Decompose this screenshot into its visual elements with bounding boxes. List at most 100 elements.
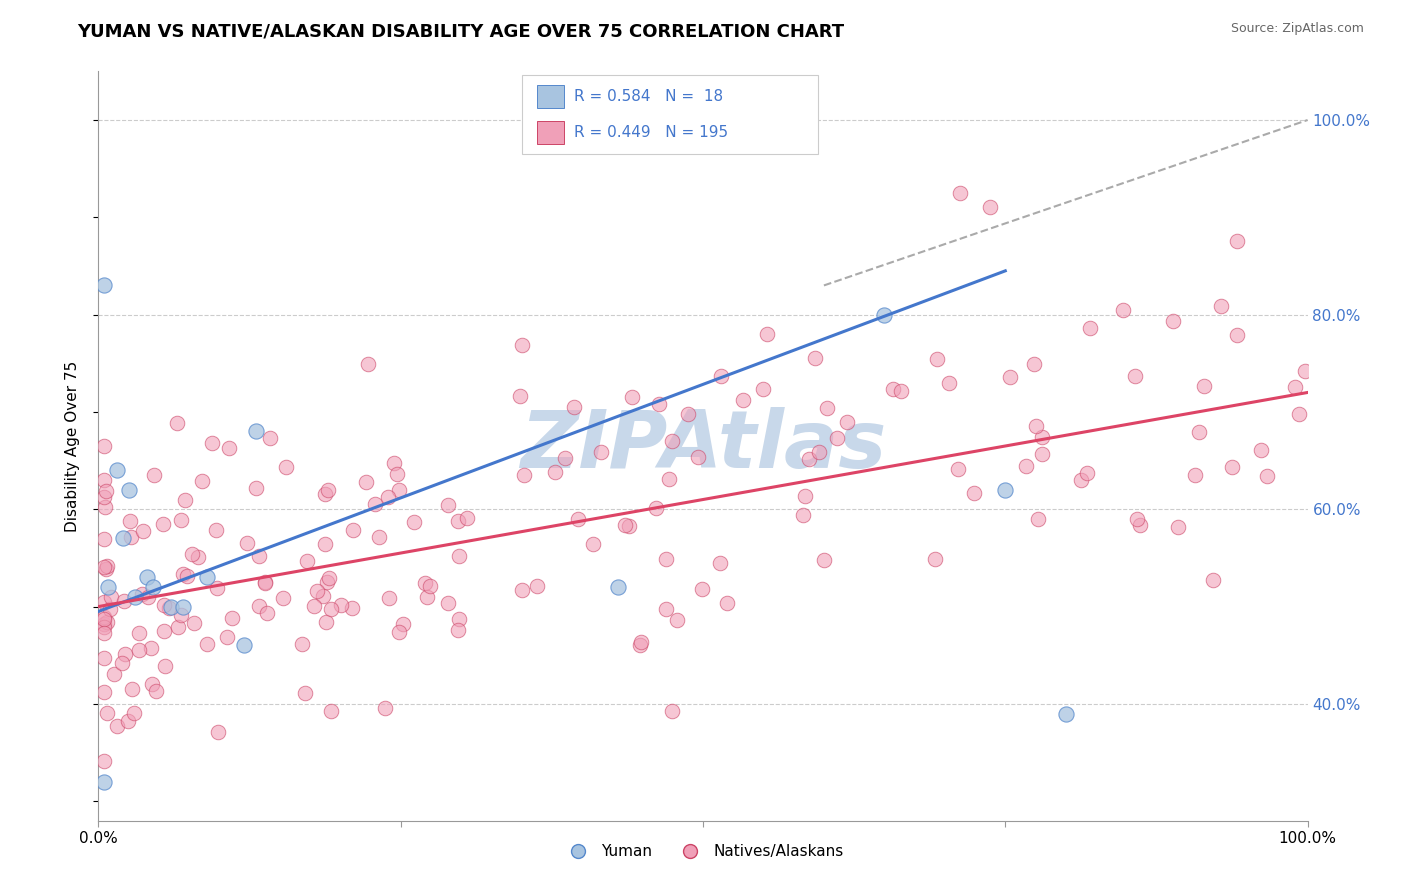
- Point: [105, 463, 128, 477]
- Point: [447, 549, 470, 563]
- Point: [118, 514, 141, 528]
- Point: [153, 658, 176, 673]
- Point: [808, 445, 831, 459]
- Point: [340, 601, 363, 615]
- Point: [316, 574, 339, 589]
- Point: [619, 519, 641, 533]
- Point: [447, 623, 470, 637]
- Point: [837, 415, 859, 429]
- Point: [124, 590, 146, 604]
- Point: [96, 615, 118, 629]
- Point: [274, 460, 297, 475]
- Point: [315, 615, 337, 629]
- Point: [93, 617, 115, 632]
- Point: [392, 616, 415, 631]
- Point: [160, 599, 183, 614]
- Point: [247, 549, 270, 563]
- Point: [183, 615, 205, 630]
- Point: [141, 641, 163, 656]
- Text: ZIPAtlas: ZIPAtlas: [520, 407, 886, 485]
- Point: [207, 725, 229, 739]
- Point: [509, 388, 531, 402]
- Point: [145, 684, 167, 698]
- Point: [882, 382, 904, 396]
- Point: [447, 514, 470, 528]
- Point: [567, 511, 589, 525]
- Point: [96, 559, 118, 574]
- Point: [245, 481, 267, 495]
- Point: [304, 599, 326, 613]
- Point: [1025, 418, 1047, 433]
- Point: [804, 351, 827, 365]
- Point: [318, 571, 340, 585]
- Point: [437, 498, 460, 512]
- Point: [562, 400, 585, 414]
- Point: [172, 567, 194, 582]
- Point: [799, 452, 821, 467]
- Point: [709, 556, 731, 570]
- Point: [195, 637, 218, 651]
- Point: [142, 468, 165, 483]
- Point: [93, 755, 115, 769]
- Point: [98, 601, 121, 615]
- Point: [97, 580, 120, 594]
- Point: [385, 467, 408, 482]
- Point: [93, 685, 115, 699]
- Point: [93, 278, 115, 293]
- Point: [311, 589, 333, 603]
- Point: [174, 492, 197, 507]
- Point: [93, 612, 115, 626]
- Point: [271, 591, 294, 605]
- Point: [96, 484, 118, 499]
- Point: [1284, 380, 1306, 394]
- Point: [1112, 303, 1135, 318]
- Point: [949, 186, 972, 201]
- Point: [792, 508, 814, 523]
- Point: [630, 634, 652, 648]
- Point: [152, 624, 174, 639]
- Point: [1202, 573, 1225, 587]
- Point: [122, 706, 145, 721]
- Point: [297, 553, 319, 567]
- Point: [93, 620, 115, 634]
- Point: [1076, 466, 1098, 480]
- Point: [118, 483, 141, 497]
- Point: [357, 357, 380, 371]
- Point: [167, 620, 190, 634]
- Point: [979, 200, 1001, 214]
- Point: [510, 337, 533, 351]
- Point: [120, 530, 142, 544]
- Point: [456, 510, 478, 524]
- Point: [994, 483, 1017, 497]
- Point: [1031, 447, 1053, 461]
- Point: [948, 462, 970, 476]
- Point: [1220, 459, 1243, 474]
- Point: [582, 537, 605, 551]
- Point: [382, 456, 405, 470]
- Point: [221, 610, 243, 624]
- Point: [756, 326, 779, 341]
- Point: [686, 450, 709, 464]
- FancyBboxPatch shape: [537, 121, 564, 144]
- Point: [710, 368, 733, 383]
- Point: [1054, 706, 1077, 721]
- Point: [232, 639, 254, 653]
- Point: [513, 467, 536, 482]
- Point: [93, 651, 115, 665]
- Point: [152, 517, 174, 532]
- Point: [378, 591, 401, 605]
- Point: [100, 591, 122, 605]
- Point: [554, 451, 576, 466]
- Point: [793, 489, 815, 503]
- Point: [614, 518, 637, 533]
- Point: [413, 576, 436, 591]
- Point: [1161, 314, 1184, 328]
- Point: [256, 607, 278, 621]
- Point: [1226, 327, 1249, 342]
- Point: [319, 602, 342, 616]
- Point: [170, 607, 193, 622]
- Point: [93, 532, 115, 546]
- Point: [204, 524, 226, 538]
- Point: [103, 667, 125, 681]
- Point: [402, 515, 425, 529]
